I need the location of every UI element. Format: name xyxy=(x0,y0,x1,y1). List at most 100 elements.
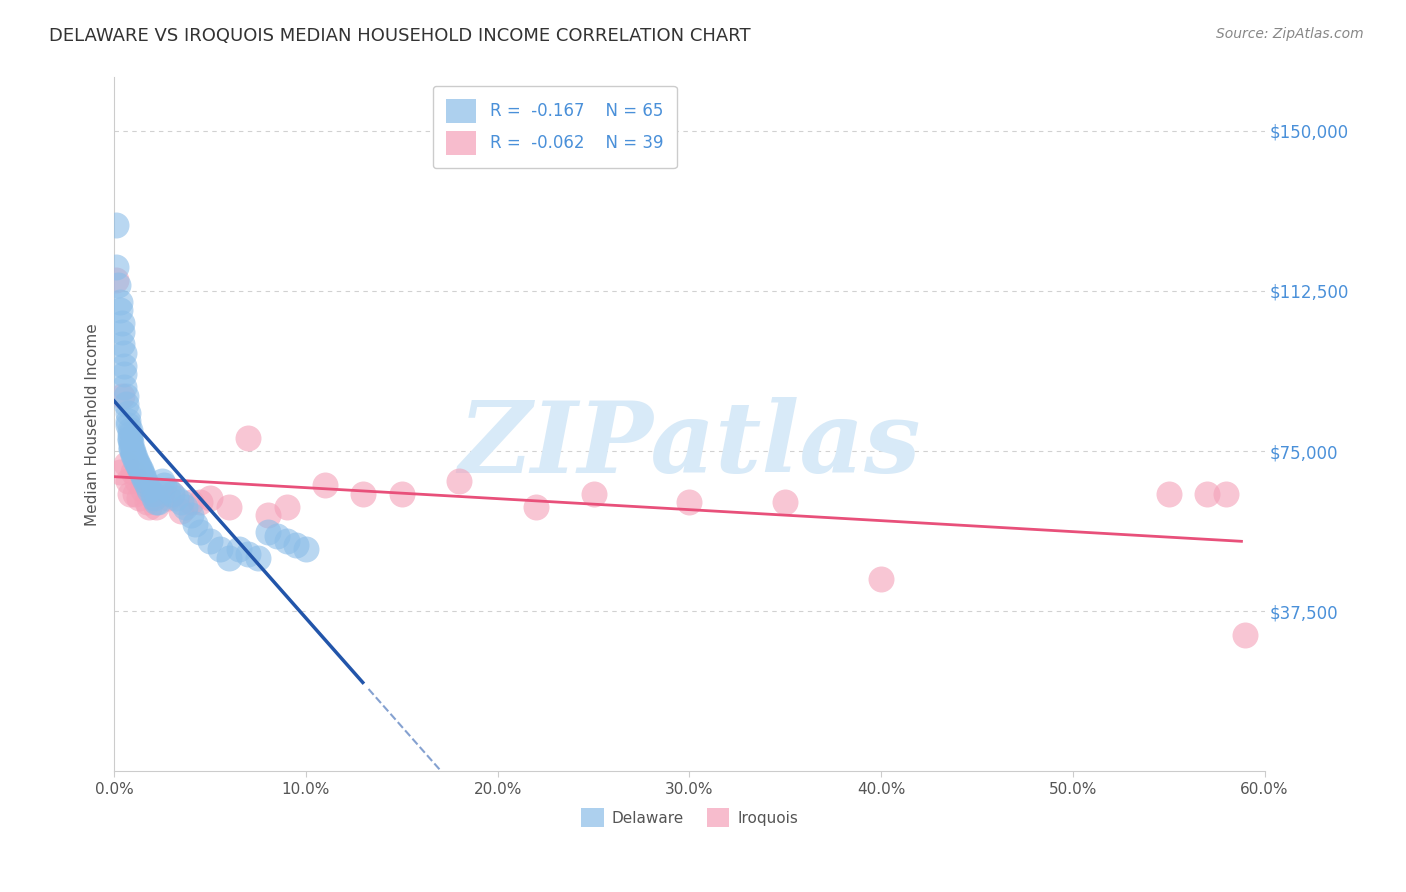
Point xyxy=(150,474,173,488)
Point xyxy=(180,508,202,523)
Point xyxy=(246,550,269,565)
Point xyxy=(190,495,212,509)
Point xyxy=(128,491,150,505)
Point xyxy=(190,525,212,540)
Point xyxy=(114,388,136,402)
Point xyxy=(141,487,163,501)
Point xyxy=(132,467,155,482)
Point xyxy=(112,380,135,394)
Point xyxy=(111,325,134,339)
Point xyxy=(266,529,288,543)
Point xyxy=(141,487,163,501)
Point xyxy=(111,337,134,351)
Point xyxy=(276,533,298,548)
Point xyxy=(120,442,142,456)
Point xyxy=(120,435,142,450)
Point xyxy=(156,491,179,505)
Point xyxy=(352,487,374,501)
Point xyxy=(122,466,145,480)
Point xyxy=(1197,487,1219,501)
Point xyxy=(524,500,547,514)
Point xyxy=(132,483,155,497)
Text: Source: ZipAtlas.com: Source: ZipAtlas.com xyxy=(1216,27,1364,41)
Point xyxy=(118,423,141,437)
Point xyxy=(105,273,128,287)
Point xyxy=(160,487,183,501)
Point xyxy=(112,368,135,382)
Point xyxy=(135,478,157,492)
Point xyxy=(582,487,605,501)
Point xyxy=(208,542,231,557)
Point xyxy=(129,463,152,477)
Point xyxy=(238,431,260,445)
Point xyxy=(276,500,298,514)
Point xyxy=(128,458,150,473)
Point xyxy=(256,508,278,523)
Point xyxy=(111,388,134,402)
Point xyxy=(117,474,139,488)
Point xyxy=(124,452,146,467)
Point xyxy=(238,547,260,561)
Point xyxy=(1215,487,1237,501)
Point xyxy=(228,542,250,557)
Point xyxy=(148,495,170,509)
Point xyxy=(134,474,156,488)
Point xyxy=(122,448,145,462)
Point xyxy=(153,478,176,492)
Point xyxy=(170,495,193,509)
Point xyxy=(128,461,150,475)
Point xyxy=(129,466,152,480)
Point xyxy=(170,504,193,518)
Point xyxy=(105,218,128,232)
Point xyxy=(111,316,134,330)
Point xyxy=(124,487,146,501)
Point xyxy=(198,533,221,548)
Point xyxy=(156,483,179,497)
Point xyxy=(118,434,141,448)
Point xyxy=(120,440,142,454)
Text: ZIPatlas: ZIPatlas xyxy=(458,397,921,493)
Point xyxy=(112,359,135,373)
Point xyxy=(1234,628,1257,642)
Point xyxy=(449,474,471,488)
Point xyxy=(145,495,167,509)
Point xyxy=(678,495,700,509)
Point xyxy=(391,487,413,501)
Point xyxy=(218,500,240,514)
Point xyxy=(135,495,157,509)
Point xyxy=(108,303,131,318)
Point xyxy=(145,500,167,514)
Point xyxy=(1157,487,1180,501)
Point xyxy=(138,500,160,514)
Point xyxy=(138,483,160,497)
Point xyxy=(122,444,145,458)
Point xyxy=(117,406,139,420)
Point xyxy=(295,542,318,557)
Point xyxy=(314,478,336,492)
Point xyxy=(218,550,240,565)
Point xyxy=(112,346,135,360)
Point xyxy=(118,487,141,501)
Text: DELAWARE VS IROQUOIS MEDIAN HOUSEHOLD INCOME CORRELATION CHART: DELAWARE VS IROQUOIS MEDIAN HOUSEHOLD IN… xyxy=(49,27,751,45)
Point xyxy=(105,260,128,275)
Point xyxy=(132,469,155,483)
Point xyxy=(174,500,197,514)
Point xyxy=(165,491,187,505)
Point xyxy=(775,495,797,509)
Point xyxy=(198,491,221,505)
Point xyxy=(127,457,149,471)
Point xyxy=(160,487,183,501)
Point xyxy=(117,418,139,433)
Point xyxy=(117,414,139,428)
Point xyxy=(180,495,202,509)
Point xyxy=(118,427,141,442)
Point xyxy=(122,446,145,460)
Point xyxy=(285,538,308,552)
Point xyxy=(143,491,166,505)
Y-axis label: Median Household Income: Median Household Income xyxy=(86,323,100,525)
Point xyxy=(124,450,146,465)
Point xyxy=(108,466,131,480)
Point xyxy=(256,525,278,540)
Legend: Delaware, Iroquois: Delaware, Iroquois xyxy=(575,802,804,833)
Point xyxy=(108,294,131,309)
